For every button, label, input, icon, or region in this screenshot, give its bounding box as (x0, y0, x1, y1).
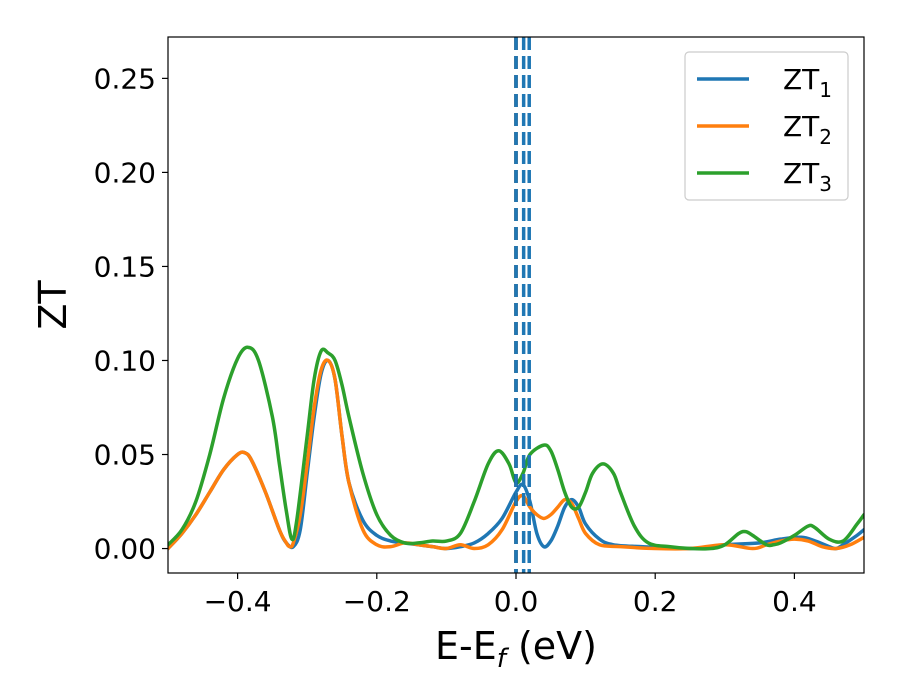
y-tick-label: 0.05 (94, 439, 156, 472)
legend: ZT1 ZT2 ZT3 (684, 51, 849, 201)
y-axis-label: ZT (31, 280, 75, 330)
y-tick-label: 0.25 (94, 62, 156, 95)
legend-label-zt3: ZT3 (783, 157, 832, 196)
x-axis-label: E-Ef (eV) (435, 624, 597, 674)
y-tick-label: 0.10 (94, 344, 156, 377)
legend-label-zt2: ZT2 (783, 110, 832, 149)
y-tick-label: 0.00 (94, 533, 156, 566)
x-axis-label-suffix: (eV) (506, 624, 597, 668)
series-line-zt2 (168, 358, 864, 551)
y-tick-label: 0.20 (94, 156, 156, 189)
x-axis-label-base: E-E (435, 624, 497, 668)
legend-box (684, 51, 849, 201)
legend-label-zt1: ZT1 (783, 63, 832, 102)
x-tick-label: 0.2 (633, 585, 678, 618)
x-tick-label: −0.4 (204, 585, 272, 618)
y-tick-label: 0.15 (94, 250, 156, 283)
x-tick-label: 0.0 (494, 585, 539, 618)
plot-area (168, 37, 864, 573)
x-tick-label: 0.4 (772, 585, 817, 618)
x-tick-label: −0.2 (343, 585, 411, 618)
axes: −0.4 −0.2 0.0 0.2 0.4 0.00 0.05 0.10 0.15 0.20 0.2… (94, 62, 817, 618)
